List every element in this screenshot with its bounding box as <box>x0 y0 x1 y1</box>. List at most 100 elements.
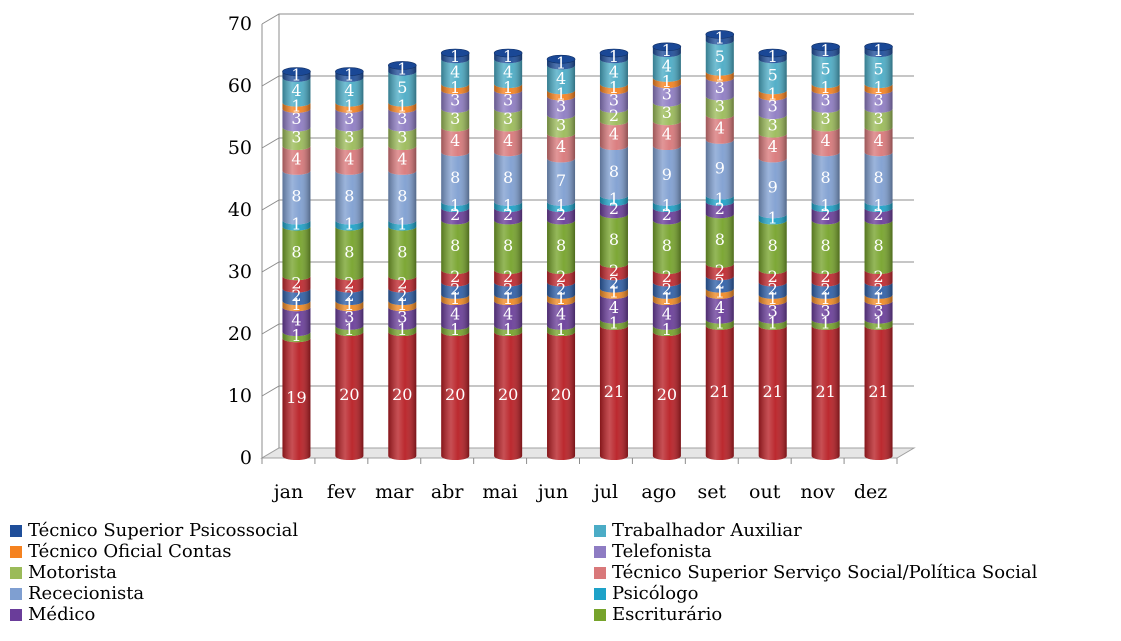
bar-segment <box>864 201 893 212</box>
bar-segment <box>494 201 523 212</box>
bar-segment <box>599 108 628 126</box>
data-label: 1 <box>291 66 301 85</box>
data-label: 4 <box>450 63 460 82</box>
data-label: 3 <box>715 78 725 97</box>
data-label: 1 <box>662 320 672 339</box>
data-label: 4 <box>873 131 883 150</box>
data-label: 1 <box>768 47 778 66</box>
bar-segment <box>282 332 311 343</box>
data-label: 2 <box>609 106 619 125</box>
bar-segment <box>864 53 893 88</box>
data-label: 4 <box>503 131 513 150</box>
legend-label: Médico <box>28 604 96 625</box>
bar-segment <box>599 121 628 150</box>
data-label: 1 <box>821 41 831 60</box>
data-label: 8 <box>291 187 301 206</box>
data-label: 1 <box>344 215 354 234</box>
data-label: 1 <box>609 314 619 333</box>
data-label: 8 <box>450 168 460 187</box>
data-label: 3 <box>821 109 831 128</box>
data-label: 2 <box>715 273 725 292</box>
data-label: 1 <box>662 289 672 308</box>
legend-item: Motorista <box>10 562 117 583</box>
data-label: 2 <box>397 286 407 305</box>
bar-top-cap <box>282 67 311 76</box>
bar-segment <box>864 220 893 274</box>
bar-top-cap <box>440 48 470 58</box>
bar-segment <box>335 220 364 231</box>
data-label: 2 <box>344 286 354 305</box>
data-label: 4 <box>344 149 354 168</box>
legend-item: Técnico Oficial Contas <box>10 541 232 562</box>
data-label: 1 <box>344 66 354 85</box>
data-label: 2 <box>768 267 778 286</box>
bar-segment <box>388 276 417 293</box>
bar-segment <box>599 294 628 324</box>
data-label: 2 <box>503 280 513 299</box>
bar-segment <box>335 301 364 312</box>
bar-segment <box>864 294 893 305</box>
data-label: 21 <box>868 382 888 401</box>
bar-segment <box>652 77 681 88</box>
data-label: 2 <box>291 286 301 305</box>
data-label: 4 <box>450 131 460 150</box>
bar-segment <box>494 90 523 113</box>
data-label: 4 <box>503 304 513 323</box>
data-label: 2 <box>503 205 513 224</box>
data-label: 4 <box>291 311 301 330</box>
data-label: 9 <box>768 177 778 196</box>
data-label: 3 <box>397 128 407 147</box>
data-label: 1 <box>821 196 831 215</box>
data-label: 20 <box>339 385 359 404</box>
data-label: 2 <box>291 273 301 292</box>
data-label: 1 <box>768 289 778 308</box>
data-label: 3 <box>821 301 831 320</box>
legend-swatch <box>594 566 606 579</box>
legend-swatch <box>10 545 22 558</box>
bar-segment <box>441 294 470 305</box>
data-label: 1 <box>397 97 407 116</box>
bar-segment <box>599 276 628 293</box>
data-label: 3 <box>344 308 354 327</box>
bar-segment <box>705 276 734 293</box>
bar-top-cap <box>599 48 629 58</box>
data-label: 1 <box>344 320 354 339</box>
bar-segment <box>335 226 364 281</box>
x-tick-label: jan <box>272 481 303 503</box>
bar-segment <box>441 152 470 206</box>
y-tick-label: 10 <box>228 385 252 407</box>
data-label: 1 <box>556 320 566 339</box>
bar-segment <box>652 294 681 305</box>
bar-segment <box>705 325 734 460</box>
bar-segment <box>811 270 840 287</box>
data-label: 1 <box>397 320 407 339</box>
data-label: 2 <box>873 205 883 224</box>
legend-item: Rececionista <box>10 583 144 604</box>
bar-segment <box>758 325 787 460</box>
bar-segment <box>441 84 470 95</box>
bar-segment <box>758 270 787 287</box>
data-label: 20 <box>498 385 518 404</box>
data-label: 19 <box>286 388 306 407</box>
bar-segment <box>388 65 417 76</box>
legend-label: Técnico Superior Psicossocial <box>28 520 299 541</box>
data-label: 20 <box>445 385 465 404</box>
bar-segment <box>599 195 628 206</box>
legend-swatch <box>594 608 606 621</box>
data-label: 4 <box>556 304 566 323</box>
data-label: 3 <box>344 109 354 128</box>
data-label: 3 <box>715 97 725 116</box>
data-label: 2 <box>556 205 566 224</box>
data-label: 1 <box>873 289 883 308</box>
data-label: 1 <box>821 314 831 333</box>
data-label: 1 <box>503 289 513 308</box>
data-label: 5 <box>821 60 831 79</box>
data-label: 8 <box>873 236 883 255</box>
data-label: 1 <box>291 295 301 314</box>
data-label: 3 <box>503 91 513 110</box>
legend-item: Técnico Superior Psicossocial <box>10 520 298 541</box>
legend-swatch <box>594 587 606 600</box>
bar-segment <box>811 208 840 225</box>
data-label: 2 <box>873 267 883 286</box>
data-label: 4 <box>556 137 566 156</box>
